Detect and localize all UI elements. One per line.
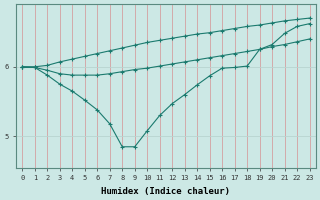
X-axis label: Humidex (Indice chaleur): Humidex (Indice chaleur): [101, 187, 230, 196]
